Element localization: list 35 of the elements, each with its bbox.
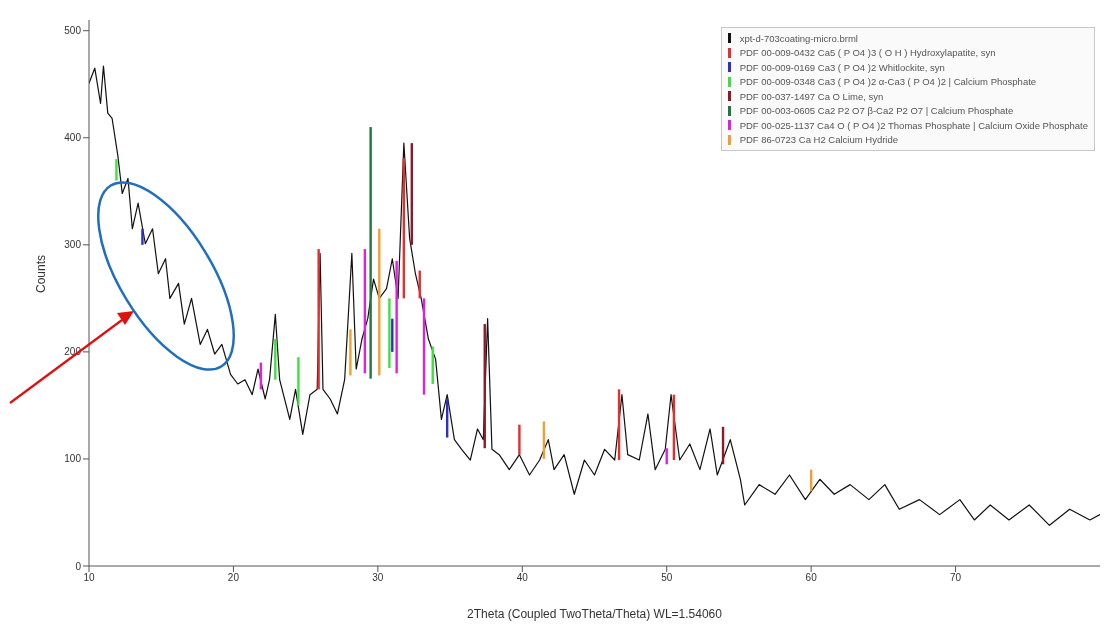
x-tick-label: 60 xyxy=(805,572,818,584)
x-tick-label: 30 xyxy=(372,572,384,584)
legend-label: PDF 00-003-0605 Ca2 P2 O7 β-Ca2 P2 O7 | Calcium Phosphate xyxy=(739,105,1014,117)
y-tick-label: 500 xyxy=(64,25,82,37)
legend-label: xpt-d-703coating-micro.brml xyxy=(739,32,858,44)
x-tick-label: 20 xyxy=(227,572,240,584)
bar xyxy=(297,357,300,406)
bar xyxy=(115,159,118,181)
y-tick-label: 100 xyxy=(64,453,82,465)
y-tick-label: 400 xyxy=(64,132,82,144)
bar xyxy=(141,228,144,245)
y-tick-label: 0 xyxy=(75,560,82,572)
legend-label: PDF 00-009-0169 Ca3 ( P O4 )2 Whitlockite, syn xyxy=(739,61,945,73)
x-axis-title: 2Theta (Coupled TwoTheta/Theta) WL=1.54060 xyxy=(467,607,723,621)
bar xyxy=(395,260,398,374)
line-series xyxy=(89,65,1100,526)
y-tick-label: 300 xyxy=(64,239,82,251)
bar xyxy=(317,249,320,390)
bar xyxy=(369,127,372,379)
legend-label: PDF 00-009-0432 Ca5 ( P O4 )3 ( O H ) Hydroxylapatite, syn xyxy=(739,47,996,59)
bar xyxy=(518,424,521,455)
legend-label: PDF 00-009-0348 Ca3 ( P O4 )2 α-Ca3 ( P O4 )2 | Calcium Phosphate xyxy=(739,76,1037,88)
bar xyxy=(274,339,277,380)
bar xyxy=(388,298,391,368)
legend-label: PDF 00-025-1137 Ca4 O ( P O4 )2 Thomas Phosphate | Calcium Oxide Phosphate xyxy=(739,119,1088,131)
legend-label: PDF 00-037-1497 Ca O Lime, syn xyxy=(739,90,884,102)
x-tick-label: 10 xyxy=(83,572,95,584)
x-tick-label: 40 xyxy=(516,572,529,584)
legend-label: PDF 86-0723 Ca H2 Calcium Hydride xyxy=(739,134,899,146)
bar xyxy=(349,329,352,376)
bar xyxy=(391,318,394,352)
x-tick-label: 50 xyxy=(661,572,673,584)
bar xyxy=(378,228,381,376)
y-axis-title: Counts xyxy=(34,254,49,293)
x-tick-label: 70 xyxy=(950,572,962,584)
